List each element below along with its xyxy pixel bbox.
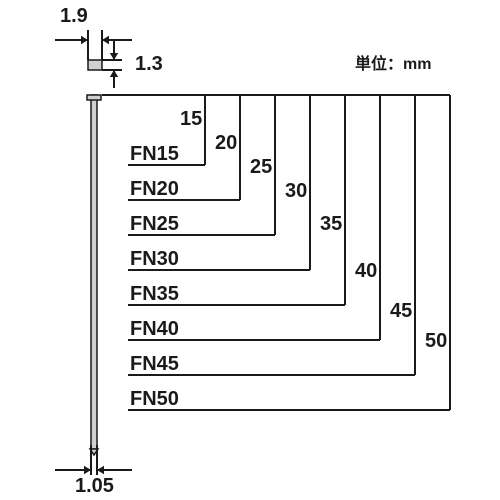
size-value: 35 (320, 213, 342, 236)
size-label: FN50 (130, 388, 179, 411)
size-value: 40 (355, 260, 377, 283)
dim-top-height: 1.3 (135, 53, 163, 76)
size-value: 15 (180, 108, 202, 131)
size-label: FN35 (130, 283, 179, 306)
dim-bottom-width: 1.05 (75, 475, 114, 498)
size-label: FN20 (130, 178, 179, 201)
size-label: FN25 (130, 213, 179, 236)
unit-label: 単位：mm (355, 50, 431, 74)
size-value: 45 (390, 300, 412, 323)
dim-top-width: 1.9 (60, 5, 88, 28)
size-value: 30 (285, 180, 307, 203)
size-label: FN15 (130, 143, 179, 166)
size-value: 20 (215, 132, 237, 155)
size-label: FN40 (130, 318, 179, 341)
size-label: FN45 (130, 353, 179, 376)
size-value: 50 (425, 330, 447, 353)
size-value: 25 (250, 156, 272, 179)
technical-diagram (0, 0, 500, 500)
size-label: FN30 (130, 248, 179, 271)
